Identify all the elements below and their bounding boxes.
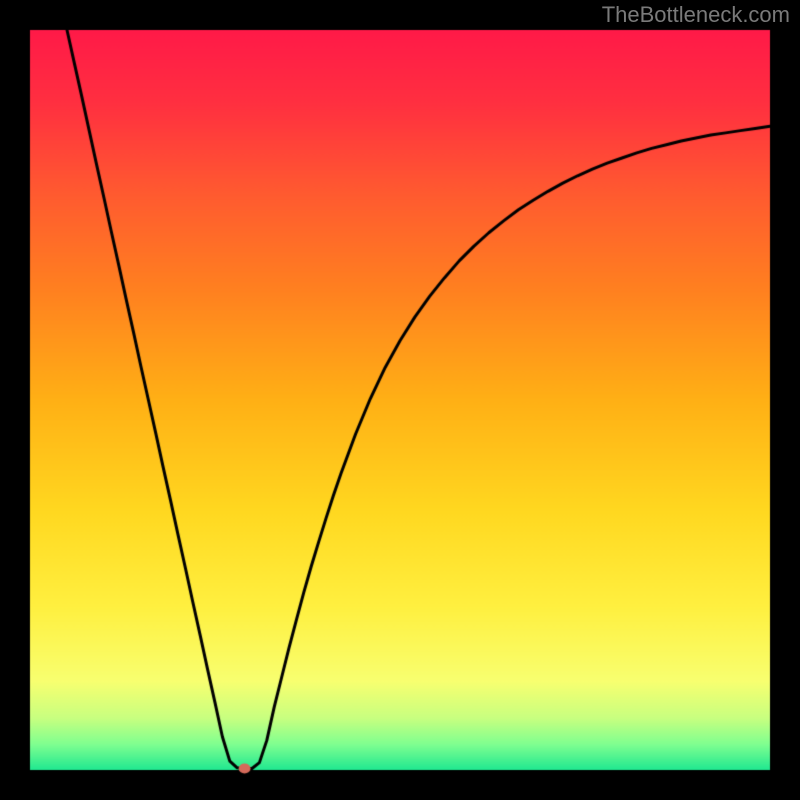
watermark-text: TheBottleneck.com xyxy=(602,2,790,28)
chart-container: TheBottleneck.com xyxy=(0,0,800,800)
bottleneck-chart-canvas xyxy=(0,0,800,800)
